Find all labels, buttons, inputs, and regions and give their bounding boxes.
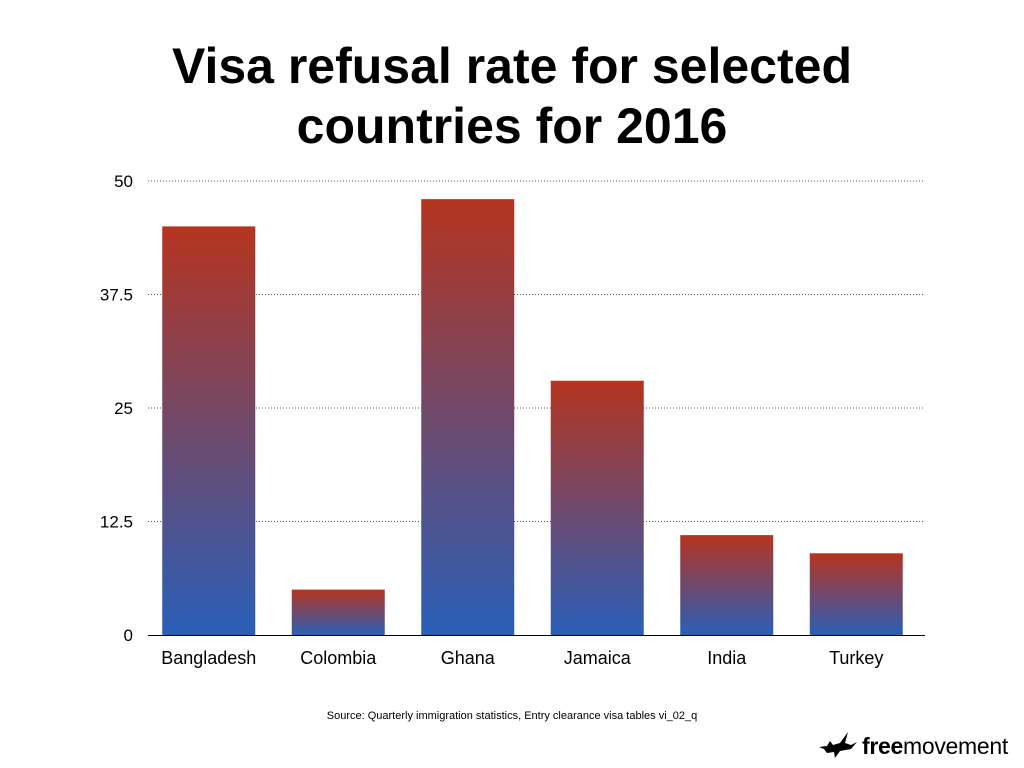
- brand-name-regular: movement: [903, 732, 1008, 759]
- bars: [162, 199, 903, 635]
- x-tick-label: India: [707, 648, 747, 668]
- chart-title-line-2: countries for 2016: [296, 98, 728, 154]
- bar: [291, 589, 385, 635]
- x-axis-ticks: Bangladesh Colombia Ghana Jamaica India Turke…: [161, 648, 883, 668]
- bar: [421, 199, 515, 635]
- x-tick-label: Turkey: [829, 648, 883, 668]
- x-tick-label: Jamaica: [564, 648, 632, 668]
- brand-logo[interactable]: freemovement: [818, 726, 1008, 766]
- x-tick-label: Ghana: [441, 648, 496, 668]
- y-tick-label: 25: [114, 399, 133, 418]
- grid-lines: [148, 180, 925, 522]
- y-tick-label: 37.5: [100, 286, 133, 305]
- y-tick-label: 12.5: [100, 513, 133, 532]
- brand-name: freemovement: [862, 733, 1008, 760]
- bar: [162, 226, 256, 635]
- x-tick-label: Colombia: [300, 648, 377, 668]
- bar: [809, 553, 903, 635]
- brand-name-bold: free: [862, 732, 903, 759]
- bar: [550, 380, 644, 635]
- x-tick-label: Bangladesh: [161, 648, 256, 668]
- y-tick-label: 50: [114, 172, 133, 191]
- bird-icon: [818, 731, 858, 761]
- y-tick-label: 0: [124, 626, 133, 645]
- source-note: Source: Quarterly immigration statistics…: [326, 710, 698, 722]
- chart-title: Visa refusal rate for selected countries…: [0, 36, 1024, 156]
- bar: [680, 535, 774, 635]
- chart-title-line-1: Visa refusal rate for selected: [172, 38, 852, 94]
- y-axis-ticks: 0 12.5 25 37.5 50: [100, 172, 133, 645]
